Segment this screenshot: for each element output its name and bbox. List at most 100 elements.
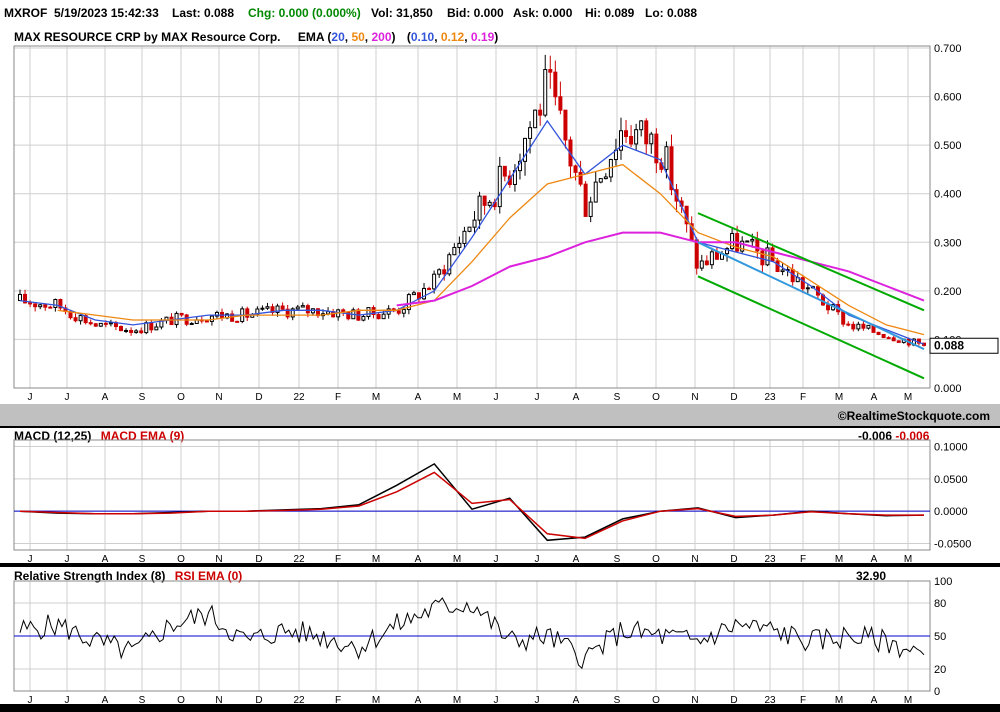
macd-x-tick-0: J xyxy=(28,554,33,563)
rsi-x-tick-17: N xyxy=(691,695,698,704)
price-x-tick-17: N xyxy=(691,392,698,403)
price-x-tick-4: O xyxy=(177,392,185,403)
macd-x-tick-5: N xyxy=(215,554,222,563)
candle-body-69 xyxy=(366,307,371,318)
rsi-x-tick-15: S xyxy=(614,695,621,704)
candle-body-71 xyxy=(376,314,381,320)
price-x-tick-6: D xyxy=(255,392,262,403)
macd-x-tick-23: M xyxy=(904,554,912,563)
separator-bar xyxy=(0,404,1000,426)
candle-body-11 xyxy=(73,317,78,322)
price-x-tick-21: M xyxy=(835,392,843,403)
price-x-tick-3: S xyxy=(139,392,146,403)
rsi-x-tick-2: A xyxy=(102,695,109,704)
price-x-tick-2: A xyxy=(102,392,109,403)
rsi-x-tick-7: 22 xyxy=(293,695,305,704)
candle-body-17 xyxy=(103,322,108,325)
candle-body-5 xyxy=(43,304,48,308)
price-y-tick-0: 0.700 xyxy=(934,43,962,55)
price-y-tick-7: 0.000 xyxy=(934,383,962,395)
candle-body-137 xyxy=(709,251,714,266)
price-chart: 0.7000.6000.5000.4000.3000.2000.1000.000… xyxy=(13,43,999,403)
candle-body-52 xyxy=(280,305,285,310)
macd-x-tick-20: F xyxy=(800,554,806,563)
price-x-tick-9: M xyxy=(372,392,380,403)
candle-body-18 xyxy=(108,322,113,325)
candle-body-48 xyxy=(260,307,265,310)
macd-y-tick-0: 0.1000 xyxy=(934,441,968,453)
candle-body-86 xyxy=(452,246,457,256)
trend-channel-line-0 xyxy=(697,212,925,312)
macd-x-tick-8: F xyxy=(335,554,341,563)
candle-body-75 xyxy=(396,310,401,314)
candle-body-95 xyxy=(497,165,502,208)
quote-header: MXROF 5/19/2023 15:42:33 Last: 0.088 Chg… xyxy=(0,0,1000,26)
ema-alpha-3: 0.19 xyxy=(470,30,495,44)
candle-body-77 xyxy=(406,294,411,311)
macd-x-tick-15: S xyxy=(614,554,621,563)
candle-body-143 xyxy=(740,240,745,252)
rsi-x-tick-16: O xyxy=(652,695,660,704)
macd-x-tick-22: A xyxy=(871,554,878,563)
macd-x-tick-10: A xyxy=(415,554,422,563)
candle-body-100 xyxy=(523,137,528,162)
candle-body-145 xyxy=(750,238,755,242)
last-price: Last: 0.088 xyxy=(172,6,235,20)
macd-series-0 xyxy=(19,462,925,542)
macd-y-tick-2: 0.0000 xyxy=(934,506,968,518)
price-x-tick-18: D xyxy=(730,392,737,403)
footer-bar xyxy=(0,704,1000,712)
macd-series-1 xyxy=(19,471,924,540)
candle-body-172 xyxy=(886,337,891,340)
candle-body-6 xyxy=(48,306,53,309)
price-x-tick-1: J xyxy=(65,392,70,403)
macd-x-tick-12: J xyxy=(494,554,499,563)
candle-body-25 xyxy=(144,322,149,334)
candle-body-129 xyxy=(669,146,674,191)
price-x-tick-13: J xyxy=(535,392,540,403)
price-panel-title: MAX RESOURCE CRP by MAX Resource Corp. E… xyxy=(14,30,499,44)
candle-body-113 xyxy=(588,201,593,217)
price-y-tick-1: 0.600 xyxy=(934,92,962,104)
candle-body-116 xyxy=(603,176,608,180)
macd-x-tick-21: M xyxy=(835,554,843,563)
separator-line-2 xyxy=(0,563,1000,567)
candle-body-115 xyxy=(598,178,603,183)
ema-period-20: 20 xyxy=(331,30,345,44)
candle-body-156 xyxy=(805,287,810,290)
candle-body-20 xyxy=(119,326,124,332)
price-x-tick-10: A xyxy=(415,392,422,403)
candle-body-30 xyxy=(169,316,174,326)
candle-body-84 xyxy=(442,269,447,275)
rsi-y-tick-4: 0 xyxy=(934,686,940,698)
macd-x-tick-7: 22 xyxy=(293,554,305,563)
price-y-tick-2: 0.500 xyxy=(934,140,962,152)
candle-body-164 xyxy=(846,323,851,326)
candle-body-56 xyxy=(300,305,305,308)
price-x-tick-8: F xyxy=(335,392,341,403)
candle-body-91 xyxy=(477,195,482,221)
bid: Bid: 0.000 xyxy=(447,6,504,20)
separator-line xyxy=(0,426,1000,428)
rsi-x-tick-8: F xyxy=(335,695,341,704)
rsi-x-tick-3: S xyxy=(139,695,146,704)
last-price-box xyxy=(929,337,999,354)
candle-body-45 xyxy=(245,308,250,318)
ema-period-50: 50 xyxy=(351,30,365,44)
low: Lo: 0.088 xyxy=(645,6,698,20)
volume: Vol: 31,850 xyxy=(371,6,433,20)
rsi-signal-title: RSI EMA (0) xyxy=(174,569,243,583)
price-y-tick-3: 0.400 xyxy=(934,189,962,201)
candle-body-34 xyxy=(189,322,194,325)
candle-body-144 xyxy=(745,240,750,243)
macd-x-tick-4: O xyxy=(177,554,185,563)
candle-body-103 xyxy=(538,109,543,116)
candle-body-93 xyxy=(487,201,492,206)
candle-body-155 xyxy=(800,277,805,290)
candle-body-85 xyxy=(447,254,452,275)
candle-body-114 xyxy=(593,181,598,203)
candle-body-57 xyxy=(305,305,310,314)
candle-body-140 xyxy=(725,248,730,255)
candle-body-147 xyxy=(760,250,765,266)
